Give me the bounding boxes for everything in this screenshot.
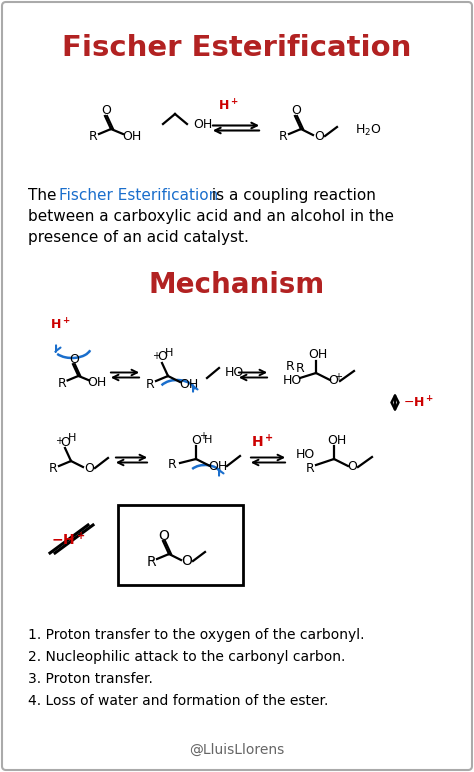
Text: H: H (165, 348, 173, 358)
Text: is a coupling reaction: is a coupling reaction (207, 188, 376, 203)
Text: HO: HO (295, 449, 315, 462)
Text: +: + (199, 431, 207, 441)
FancyBboxPatch shape (118, 505, 243, 585)
Text: R: R (296, 363, 304, 375)
Text: +: + (334, 372, 342, 382)
Text: OH: OH (209, 461, 228, 473)
Text: HO: HO (225, 365, 244, 378)
Text: presence of an acid catalyst.: presence of an acid catalyst. (28, 230, 249, 245)
Text: HO: HO (283, 374, 301, 387)
Text: R: R (146, 378, 155, 391)
Text: Fischer Esterification: Fischer Esterification (62, 34, 412, 62)
Text: H: H (68, 433, 76, 443)
Text: R: R (306, 462, 314, 475)
Text: @LluisLlorens: @LluisLlorens (190, 743, 284, 757)
Text: 3. Proton transfer.: 3. Proton transfer. (28, 672, 153, 686)
Text: H$_2$O: H$_2$O (355, 123, 382, 137)
Text: R: R (49, 462, 57, 476)
Text: OH: OH (309, 348, 328, 361)
Text: between a carboxylic acid and an alcohol in the: between a carboxylic acid and an alcohol… (28, 209, 394, 224)
Text: R: R (279, 130, 287, 144)
Text: R: R (89, 130, 97, 144)
Text: OH: OH (193, 118, 212, 131)
Text: R: R (58, 377, 66, 390)
Text: R: R (286, 361, 294, 374)
Text: O: O (101, 104, 111, 117)
Text: $\mathbf{H^+}$: $\mathbf{H^+}$ (218, 98, 238, 113)
Text: R: R (168, 459, 176, 472)
Text: OH: OH (328, 434, 346, 446)
Text: 4. Loss of water and formation of the ester.: 4. Loss of water and formation of the es… (28, 694, 328, 708)
Text: O: O (191, 434, 201, 446)
Text: O: O (291, 104, 301, 117)
Text: O: O (159, 529, 169, 543)
Text: O: O (157, 350, 167, 364)
Text: $\mathbf{H^+}$: $\mathbf{H^+}$ (251, 433, 273, 451)
Text: +: + (55, 436, 63, 446)
Text: $\mathbf{-H^+}$: $\mathbf{-H^+}$ (51, 531, 85, 549)
Text: Mechanism: Mechanism (149, 271, 325, 299)
Text: O: O (314, 130, 324, 143)
Text: The: The (28, 188, 61, 203)
Text: OH: OH (179, 378, 199, 391)
Text: 2. Nucleophilic attack to the carbonyl carbon.: 2. Nucleophilic attack to the carbonyl c… (28, 650, 346, 664)
Text: O: O (328, 374, 338, 388)
Text: O: O (69, 354, 79, 366)
Text: Fischer Esterification: Fischer Esterification (59, 188, 218, 203)
Text: R: R (146, 555, 156, 569)
Text: O: O (60, 435, 70, 449)
Text: H: H (204, 435, 212, 445)
Text: $\mathbf{H^+}$: $\mathbf{H^+}$ (50, 317, 70, 333)
Text: +: + (152, 351, 160, 361)
Text: $-\mathbf{H^+}$: $-\mathbf{H^+}$ (403, 395, 434, 411)
Text: O: O (182, 554, 192, 568)
Text: O: O (84, 462, 94, 475)
Text: OH: OH (88, 376, 107, 388)
Text: OH: OH (122, 130, 142, 143)
Text: O: O (347, 461, 357, 473)
Text: 1. Proton transfer to the oxygen of the carbonyl.: 1. Proton transfer to the oxygen of the … (28, 628, 365, 642)
